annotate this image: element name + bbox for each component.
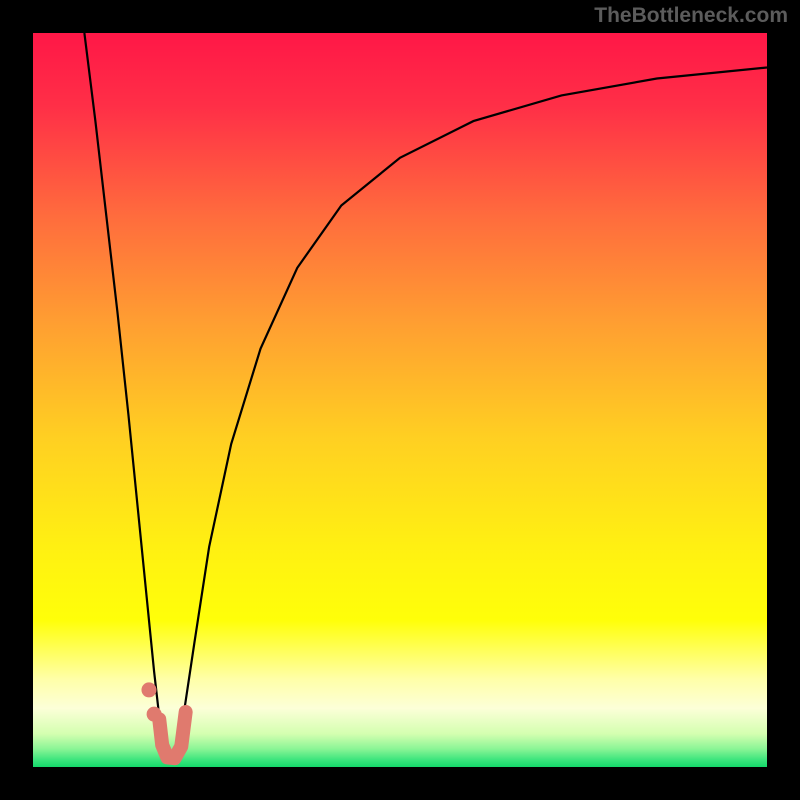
trough-dot-1 xyxy=(141,682,156,697)
right-curve xyxy=(176,67,767,755)
outer-frame: TheBottleneck.com xyxy=(0,0,800,800)
plot-area xyxy=(33,33,767,767)
attribution-text: TheBottleneck.com xyxy=(594,4,788,28)
curves-layer xyxy=(33,33,767,767)
trough-j-marker xyxy=(159,712,185,758)
trough-dot-2 xyxy=(147,707,162,722)
left-curve xyxy=(84,33,165,756)
